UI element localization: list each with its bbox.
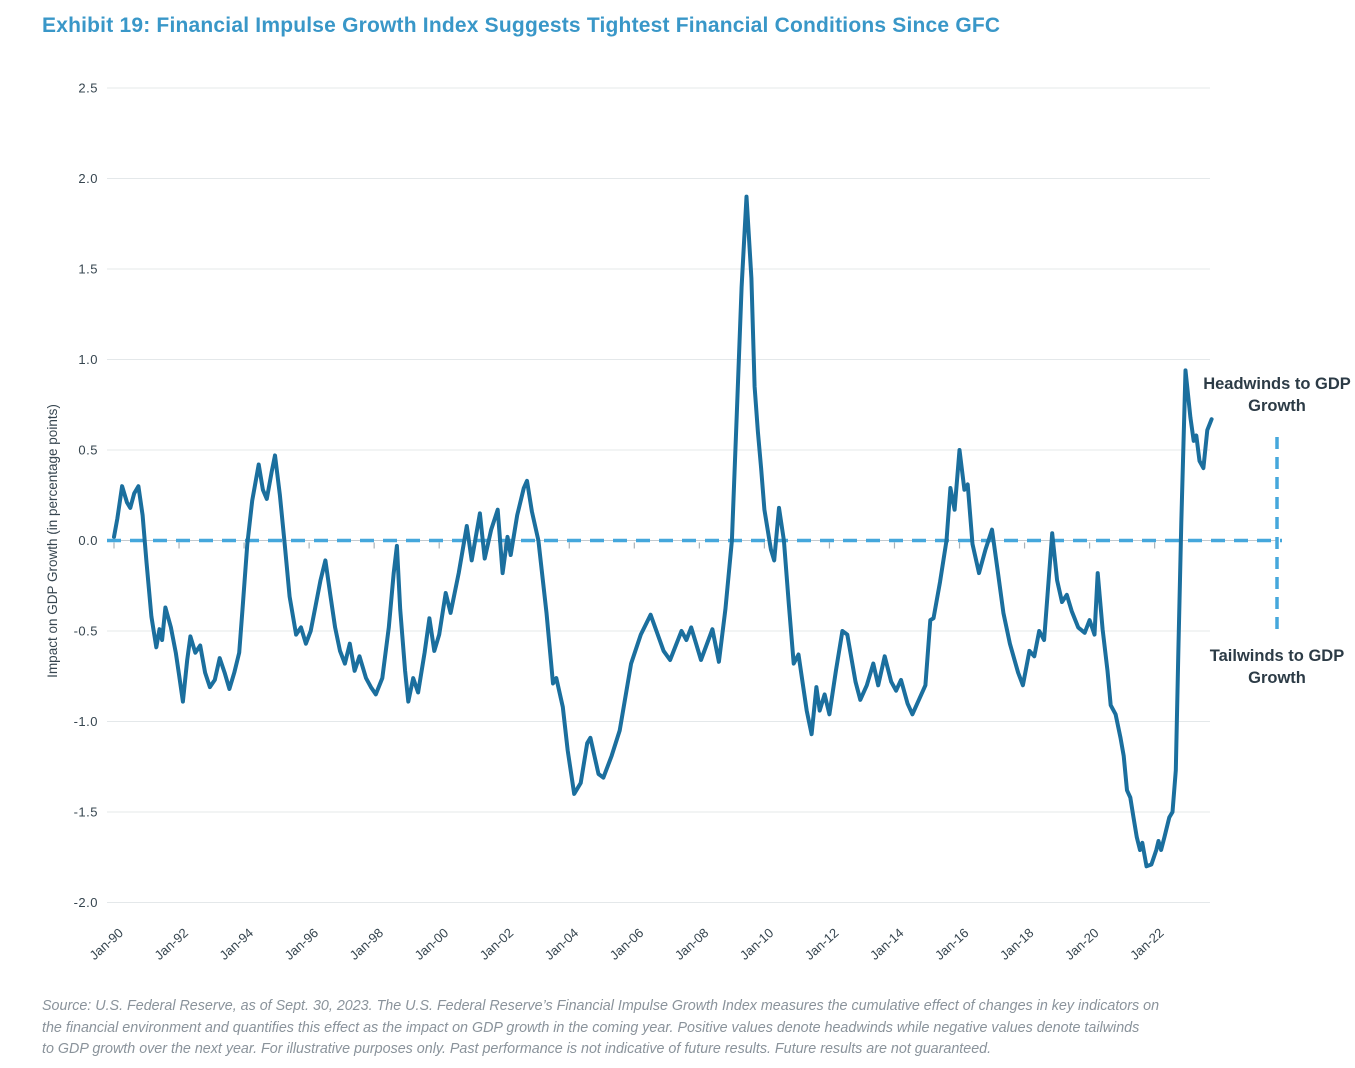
figi-series-line	[112, 194, 1214, 869]
y-tick-label: -2.0	[74, 895, 98, 910]
x-tick-label: Jan-94	[217, 925, 257, 963]
headwinds-annotation: Headwinds to GDP Growth	[1203, 375, 1351, 415]
x-tick-label: Jan-92	[151, 925, 191, 963]
y-tick-label: -0.5	[74, 624, 98, 639]
x-tick-label: Jan-00	[412, 925, 452, 963]
x-tick-label: Jan-16	[932, 925, 972, 963]
x-tick-label: Jan-90	[86, 925, 126, 963]
y-tick-label: -1.0	[74, 714, 98, 729]
source-line: Source: U.S. Federal Reserve, as of Sept…	[42, 998, 1160, 1014]
x-tick-label: Jan-18	[997, 925, 1037, 963]
source-line: the financial environment and quantifies…	[42, 1019, 1140, 1036]
y-tick-label: 0.0	[78, 533, 98, 548]
tailwinds-annotation: Tailwinds to GDP Growth	[1209, 647, 1345, 687]
x-tick-label: Jan-08	[672, 925, 712, 963]
y-tick-label: 0.5	[78, 443, 98, 458]
x-tick-label: Jan-12	[802, 925, 842, 963]
y-axis-title: Impact on GDP Growth (in percentage poin…	[45, 404, 60, 678]
x-tick-label: Jan-96	[282, 925, 322, 963]
x-tick-label: Jan-14	[867, 925, 907, 963]
x-tick-label: Jan-20	[1062, 925, 1102, 963]
page-title: Exhibit 19: Financial Impulse Growth Ind…	[42, 14, 1001, 37]
source-note: Source: U.S. Federal Reserve, as of Sept…	[42, 996, 1337, 1061]
x-tick-label: Jan-02	[477, 925, 517, 963]
y-tick-label: 1.5	[78, 262, 98, 277]
y-tick-label: 1.0	[78, 352, 98, 367]
source-line: to GDP growth over the next year. For il…	[42, 1041, 992, 1057]
y-tick-label: -1.5	[74, 805, 98, 820]
x-tick-label: Jan-06	[607, 925, 647, 963]
x-tick-label: Jan-22	[1127, 925, 1167, 963]
x-tick-label: Jan-98	[347, 925, 387, 963]
y-tick-label: 2.0	[78, 171, 98, 186]
x-tick-label: Jan-10	[737, 925, 777, 963]
y-tick-label: 2.5	[78, 81, 98, 96]
x-tick-label: Jan-04	[542, 925, 582, 963]
